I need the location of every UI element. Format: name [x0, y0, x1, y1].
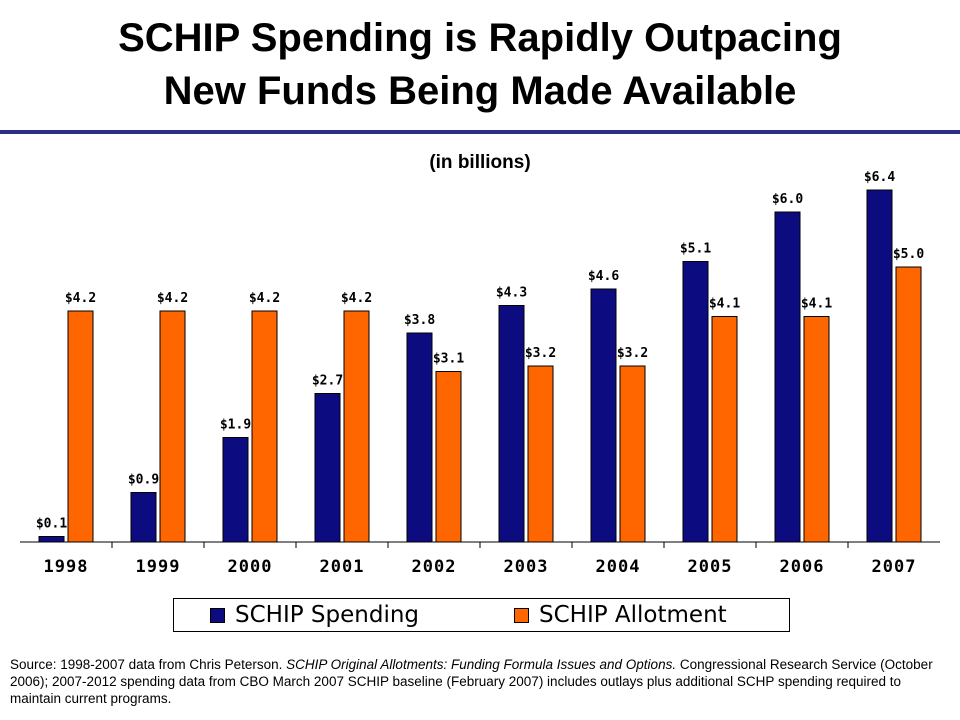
x-tick-label-2004: 2004 [596, 557, 641, 577]
legend: SCHIP Spending SCHIP Allotment [173, 598, 790, 632]
x-tick-label-2006: 2006 [780, 557, 825, 577]
chart-subtitle: (in billions) [429, 152, 531, 173]
data-label-spending-2007: $6.4 [864, 170, 895, 185]
x-axis: 1998 1999 2000 2001 2002 2003 2004 2005 2006 2007 [20, 541, 940, 577]
x-tick-label-2005: 2005 [688, 557, 733, 577]
bar-allotment-2005 [711, 316, 738, 543]
data-label-spending-2003: $4.3 [496, 286, 527, 301]
bar-spending-2001 [314, 393, 341, 543]
data-label-spending-2004: $4.6 [588, 269, 619, 284]
bar-allotment-2002 [435, 371, 462, 543]
bar-spending-1999 [130, 492, 157, 543]
x-tick-label-1998: 1998 [44, 557, 89, 577]
legend-swatch-allotment [514, 607, 529, 623]
legend-item-allotment: SCHIP Allotment [514, 599, 727, 631]
data-label-spending-2001: $2.7 [312, 374, 343, 389]
bars-group [38, 189, 922, 543]
source-prefix: Source: 1998-2007 data from Chris Peters… [10, 657, 287, 672]
bar-allotment-2004 [619, 365, 646, 543]
x-tick-label-2001: 2001 [320, 557, 365, 577]
data-label-allotment-2003: $3.2 [525, 346, 556, 361]
data-labels-group: $0.1 $4.2 $0.9 $4.2 $1.9 $4.2 $2.7 $4.2 $3.8 $3.1… [36, 170, 924, 532]
data-label-allotment-2000: $4.2 [249, 291, 280, 306]
bar-spending-1998 [38, 536, 65, 543]
x-tick-label-2007: 2007 [872, 557, 917, 577]
bar-spending-2000 [222, 437, 249, 543]
bar-spending-2002 [406, 332, 433, 543]
data-label-spending-2006: $6.0 [772, 192, 803, 207]
bar-allotment-2007 [895, 266, 922, 543]
data-label-allotment-2006: $4.1 [801, 297, 832, 312]
source-suffix: Congressional Research Service (October … [10, 657, 933, 706]
bar-allotment-1998 [67, 310, 94, 543]
legend-label-spending: SCHIP Spending [235, 602, 420, 628]
bar-spending-2003 [498, 305, 525, 543]
data-label-spending-1999: $0.9 [128, 473, 159, 488]
bar-allotment-2003 [527, 365, 554, 543]
data-label-spending-2002: $3.8 [404, 313, 435, 328]
bar-spending-2007 [866, 189, 893, 543]
data-label-allotment-1999: $4.2 [157, 291, 188, 306]
data-label-allotment-2005: $4.1 [709, 297, 740, 312]
bar-allotment-2001 [343, 310, 370, 543]
data-label-spending-1998: $0.1 [36, 517, 67, 532]
legend-swatch-spending [210, 607, 225, 623]
source-italic: SCHIP Original Allotments: Funding Formu… [286, 657, 677, 672]
x-tick-label-2003: 2003 [504, 557, 549, 577]
data-label-spending-2005: $5.1 [680, 242, 711, 257]
x-tick-label-2002: 2002 [412, 557, 457, 577]
bar-allotment-1999 [159, 310, 186, 543]
bar-spending-2004 [590, 288, 617, 543]
data-label-spending-2000: $1.9 [220, 418, 251, 433]
x-tick-label-2000: 2000 [228, 557, 273, 577]
source-note: Source: 1998-2007 data from Chris Peters… [10, 656, 950, 707]
title-divider [0, 130, 960, 134]
bar-chart: $0.1 $4.2 $0.9 $4.2 $1.9 $4.2 $2.7 $4.2 $3.8 $3.1… [20, 170, 940, 577]
title-line-1: SCHIP Spending is Rapidly Outpacing [118, 16, 842, 60]
data-label-allotment-1998: $4.2 [65, 291, 96, 306]
bar-allotment-2006 [803, 316, 830, 543]
data-label-allotment-2002: $3.1 [433, 352, 464, 367]
x-tick-label-1999: 1999 [136, 557, 181, 577]
data-label-allotment-2001: $4.2 [341, 291, 372, 306]
bar-spending-2005 [682, 261, 709, 543]
bar-allotment-2000 [251, 310, 278, 543]
data-label-allotment-2007: $5.0 [893, 247, 924, 262]
data-label-allotment-2004: $3.2 [617, 346, 648, 361]
title-line-2: New Funds Being Made Available [163, 69, 797, 113]
legend-label-allotment: SCHIP Allotment [539, 602, 727, 628]
legend-item-spending: SCHIP Spending [210, 599, 419, 631]
bar-spending-2006 [774, 211, 801, 543]
